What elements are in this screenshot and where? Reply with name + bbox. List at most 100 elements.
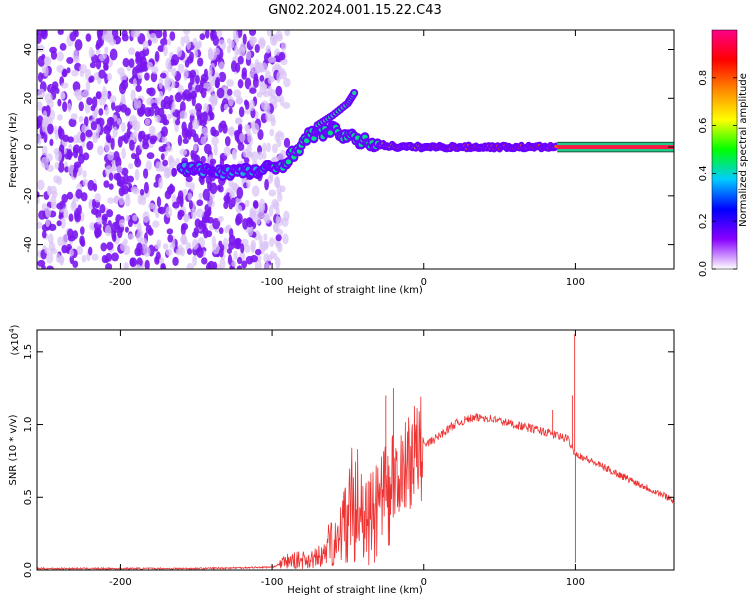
spectrogram-noise-blob: [156, 196, 162, 208]
spectrogram-noise-blob: [56, 64, 65, 73]
spectrogram-noise-blob: [165, 145, 173, 153]
spectrogram-noise-blob: [129, 139, 135, 151]
spectrogram-noise-blob: [132, 131, 138, 143]
snr-marks: [37, 334, 674, 570]
spectrogram-band-inner: [557, 145, 674, 150]
spectrogram-noise-blob: [191, 95, 196, 107]
spectrogram-noise-blob: [216, 87, 225, 99]
spectrogram-noise-blob: [107, 197, 115, 204]
spectrogram-noise-blob: [238, 106, 245, 118]
spectrogram-marks: [37, 30, 674, 269]
colorbar-scale: [711, 29, 738, 270]
spectrogram-noise-blob: [227, 127, 235, 136]
spectrogram-noise-blob: [213, 144, 218, 156]
spectrogram-noise-blob: [198, 192, 203, 199]
spectrogram-noise-blob: [210, 126, 217, 137]
spectrogram-noise-blob: [68, 213, 74, 222]
spectrogram-noise-blob: [277, 192, 283, 202]
spectrogram-noise-blob: [218, 71, 227, 83]
spectrogram-noise-blob: [227, 44, 232, 54]
spectrogram-noise-blob: [144, 259, 150, 269]
spectrogram-noise-blob: [87, 179, 95, 191]
spectrogram-noise-blob: [112, 233, 117, 242]
spectrogram-noise-blob: [59, 255, 64, 266]
spectrogram-noise-blob: [251, 185, 260, 197]
spectrogram-noise-blob: [148, 106, 155, 117]
spectrogram-noise-blob: [168, 157, 176, 169]
spectrogram-noise-blob: [142, 211, 150, 223]
spectrogram-noise-blob: [171, 54, 180, 66]
spectrogram-noise-blob: [123, 173, 129, 185]
spectrogram-noise-blob: [246, 179, 251, 189]
spectrogram-noise-blob: [122, 57, 130, 68]
spectrogram-noise-blob: [134, 158, 142, 168]
spectrogram-noise-blob: [187, 131, 192, 140]
spectrogram-y-tick-label: 20: [23, 92, 34, 105]
spectrogram-noise-blob: [102, 85, 107, 98]
spectrogram-noise-blob: [90, 49, 95, 57]
spectrogram-noise-blob: [98, 108, 104, 116]
spectrogram-noise-blob: [135, 55, 143, 65]
colorbar-tick-label: 0.4: [698, 165, 709, 181]
spectrogram-noise-blob: [224, 136, 231, 147]
spectrogram-noise-blob: [109, 48, 118, 61]
snr-ylabel: SNR (10 * v/v): [8, 414, 19, 485]
spectrogram-noise-blob: [136, 100, 142, 109]
spectrogram-noise-blob: [105, 263, 113, 269]
spectrogram-noise-blob: [249, 30, 257, 36]
spectrogram-noise-blob: [56, 176, 63, 186]
spectrogram-noise-blob: [194, 102, 203, 112]
spectrogram-noise-blob: [227, 254, 232, 265]
spectrogram-noise-blob: [50, 247, 58, 255]
spectrogram-noise-blob: [268, 204, 274, 217]
spectrogram-noise-blob: [243, 157, 250, 164]
spectrogram-noise-blob: [162, 113, 167, 125]
spectrogram-noise-blob: [37, 221, 43, 229]
spectrogram-noise-blob: [262, 142, 267, 154]
spectrogram-noise-blob: [54, 150, 63, 162]
spectrogram-noise-blob: [162, 243, 169, 250]
spectrogram-noise-blob: [92, 110, 98, 121]
spectrogram-noise-blob: [155, 211, 160, 219]
spectrogram-noise-blob: [109, 95, 117, 103]
spectrogram-noise-blob: [176, 46, 182, 58]
spectrogram-noise-blob: [96, 216, 103, 225]
spectrogram-noise-blob: [120, 79, 129, 90]
spectrogram-noise-blob: [236, 186, 244, 199]
spectrogram-noise-blob: [251, 151, 258, 163]
spectrogram-noise-blob: [263, 240, 269, 249]
spectrogram-noise-blob: [73, 55, 80, 64]
spectrogram-noise-blob: [45, 218, 51, 228]
spectrogram-noise-blob: [108, 172, 114, 181]
spectrogram-noise-blob: [263, 253, 270, 264]
spectrogram-noise-blob: [40, 156, 49, 169]
spectrogram-noise-blob: [53, 125, 58, 135]
spectrogram-noise-blob: [265, 111, 272, 122]
spectrogram-noise-blob: [254, 259, 262, 269]
spectrogram-noise-blob: [50, 195, 57, 207]
spectrogram-noise-blob: [158, 77, 164, 90]
spectrogram-noise-blob: [85, 129, 93, 138]
spectrogram-noise-blob: [77, 165, 83, 176]
spectrogram-noise-blob: [57, 30, 64, 36]
spectrogram-noise-blob: [120, 104, 128, 113]
spectrogram-noise-blob: [48, 233, 54, 245]
spectrogram-noise-blob: [210, 30, 215, 42]
spectrogram-noise-blob: [136, 231, 143, 243]
spectrogram-noise-blob: [196, 199, 204, 207]
spectrogram-noise-blob: [266, 142, 272, 153]
spectrogram-noise-blob: [192, 254, 198, 267]
spectrogram-noise-blob: [151, 102, 158, 110]
spectrogram-noise-blob: [191, 208, 197, 220]
spectrogram-noise-blob: [163, 95, 170, 105]
spectrogram-noise-blob: [231, 182, 239, 191]
spectrogram-noise-blob: [57, 161, 65, 173]
spectrogram-noise-blob: [203, 226, 209, 239]
spectrogram-noise-blob: [260, 62, 268, 73]
spectrogram-noise-blob: [231, 149, 237, 159]
spectrogram-noise-blob: [86, 97, 93, 106]
spectrogram-noise-blob: [259, 39, 266, 47]
spectrogram-noise-blob: [81, 254, 87, 263]
spectrogram-noise-blob: [43, 56, 50, 66]
